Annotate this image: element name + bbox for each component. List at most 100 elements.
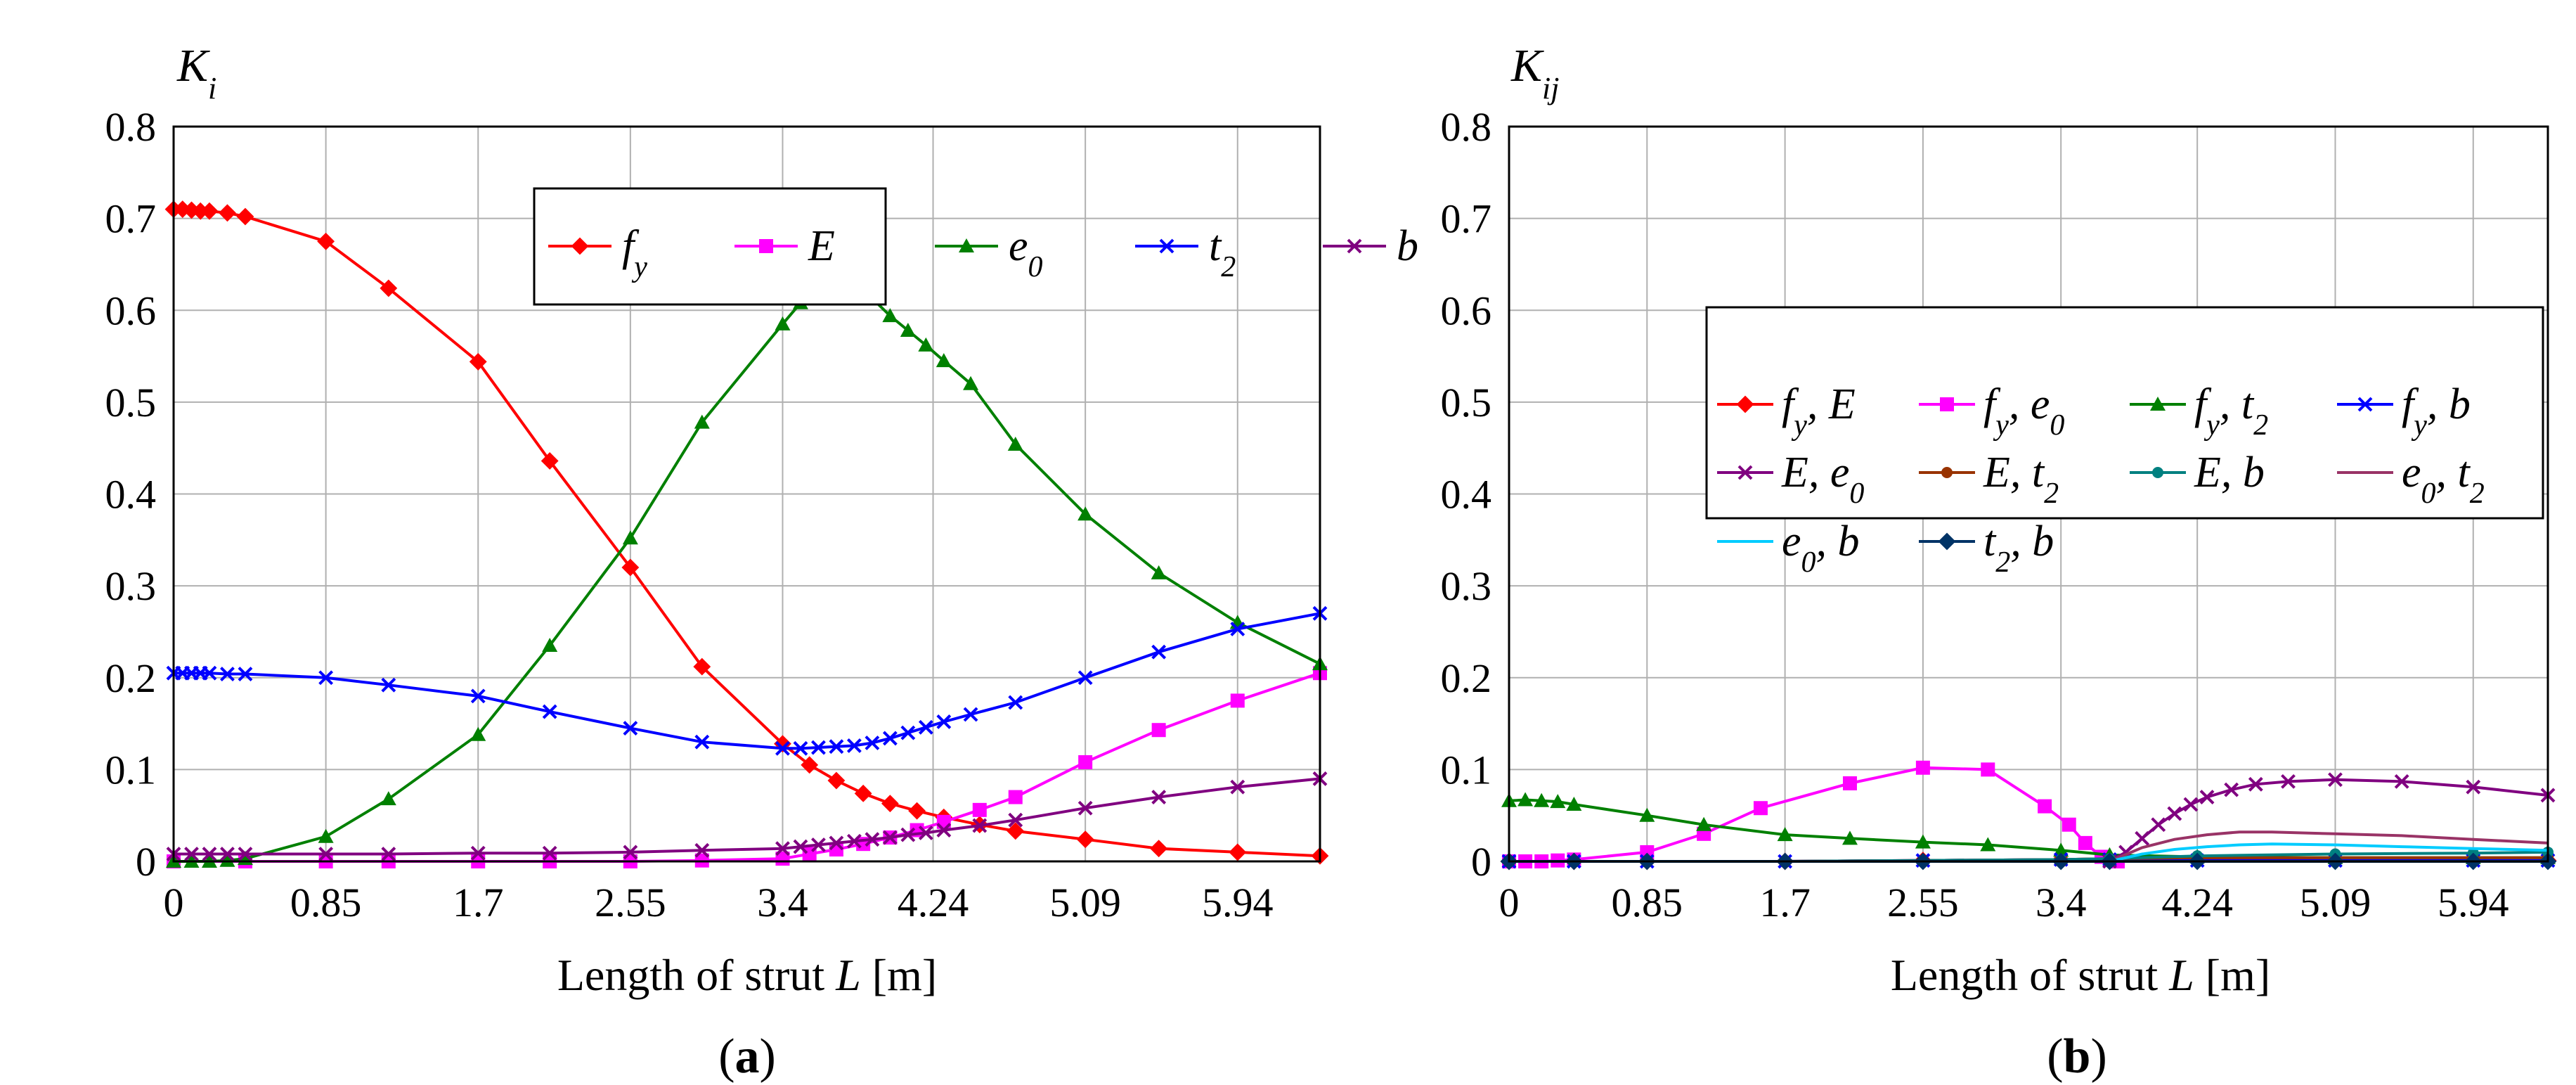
x-tick-label: 1.7 bbox=[1759, 880, 1811, 925]
data-point bbox=[1640, 845, 1655, 859]
data-point bbox=[1517, 792, 1534, 807]
data-point bbox=[900, 827, 916, 842]
data-point bbox=[801, 756, 819, 774]
y-tick-label: 0.2 bbox=[105, 655, 157, 701]
y-tick-label: 0.3 bbox=[105, 563, 157, 609]
legend-label: e0, t2 bbox=[2402, 449, 2485, 510]
data-point bbox=[775, 316, 791, 330]
data-point bbox=[2167, 806, 2182, 821]
legend-item: fy, E bbox=[1717, 380, 1856, 442]
series-line bbox=[174, 777, 1321, 856]
data-point bbox=[1842, 776, 1857, 790]
data-point bbox=[1566, 797, 1582, 811]
data-point bbox=[318, 828, 334, 843]
data-point bbox=[811, 837, 826, 852]
data-point bbox=[469, 352, 487, 371]
legend-label: E bbox=[808, 222, 835, 270]
data-point bbox=[2135, 830, 2150, 846]
data-point bbox=[1915, 760, 1930, 775]
data-point bbox=[2078, 835, 2092, 850]
data-point bbox=[2328, 772, 2343, 788]
data-point bbox=[918, 719, 933, 735]
data-point bbox=[2062, 817, 2076, 832]
panel-b-label: (b) bbox=[2047, 1029, 2107, 1084]
data-point bbox=[2151, 817, 2166, 833]
x-tick-label: 5.94 bbox=[1202, 880, 1274, 925]
legend-label: t2 bbox=[1209, 222, 1236, 283]
x-tick-label: 4.24 bbox=[2161, 880, 2233, 925]
legend-item: e0 bbox=[935, 222, 1043, 283]
legend-marker bbox=[2152, 467, 2163, 478]
data-point bbox=[793, 839, 808, 854]
panel-b-x-axis-label: Length of strut L [m] bbox=[1891, 950, 2270, 1000]
panel-a-y-axis-label: Ki bbox=[176, 40, 216, 105]
data-point bbox=[2394, 773, 2409, 789]
x-tick-label: 0.85 bbox=[290, 880, 362, 925]
data-point bbox=[1151, 723, 1166, 738]
data-point bbox=[2199, 790, 2215, 804]
legend-label: e0 bbox=[1009, 222, 1043, 283]
panel-b: 0 0.1 0.2 0.3 0.4 0.5 0.6 0.7 0.8 0 0.85 1.7 2.55 3.… bbox=[1441, 40, 2557, 1084]
legend-item: t2, b bbox=[1919, 518, 2054, 579]
data-point bbox=[882, 830, 898, 845]
panel-a: 0 0.1 0.2 0.3 0.4 0.5 0.6 0.7 0.8 0 0.85 1.7 2.55 3.… bbox=[105, 40, 1419, 1084]
data-point bbox=[1230, 693, 1245, 708]
data-point bbox=[2053, 842, 2069, 857]
legend-marker bbox=[1159, 238, 1174, 254]
data-point bbox=[1077, 670, 1093, 686]
data-point bbox=[694, 734, 710, 750]
legend-item: fy, t2 bbox=[2130, 380, 2268, 442]
legend-label: E, e0 bbox=[1781, 449, 1864, 510]
panel-b-y-axis-label: Kij bbox=[1510, 40, 1559, 105]
legend-marker bbox=[1347, 238, 1362, 254]
data-point bbox=[775, 740, 790, 756]
data-point bbox=[1842, 830, 1858, 845]
legend-marker bbox=[2357, 397, 2373, 412]
legend-item: e0, b bbox=[1717, 518, 1860, 579]
data-point bbox=[2224, 782, 2239, 797]
data-point bbox=[865, 736, 880, 750]
data-point bbox=[470, 688, 486, 704]
y-tick-label: 0.1 bbox=[105, 747, 157, 792]
data-point bbox=[827, 771, 846, 790]
data-point bbox=[908, 802, 926, 820]
y-tick-label: 0.8 bbox=[105, 104, 157, 150]
x-tick-label: 4.24 bbox=[898, 880, 969, 925]
data-point bbox=[1008, 695, 1023, 710]
data-point bbox=[1008, 812, 1023, 828]
y-tick-label: 0.3 bbox=[1441, 563, 1492, 609]
x-tick-label: 0.85 bbox=[1612, 880, 1683, 925]
data-point bbox=[936, 714, 952, 729]
data-point bbox=[238, 847, 253, 861]
data-point bbox=[219, 852, 235, 867]
legend-label: t2, b bbox=[1983, 518, 2054, 579]
data-point bbox=[541, 452, 559, 470]
y-tick-label: 0.1 bbox=[1441, 747, 1492, 792]
panel-b-y-ticks: 0 0.1 0.2 0.3 0.4 0.5 0.6 0.7 0.8 bbox=[1441, 104, 1492, 885]
x-tick-label: 3.4 bbox=[2035, 880, 2087, 925]
panel-a-x-axis-label: Length of strut L [m] bbox=[557, 950, 937, 1000]
data-point bbox=[1981, 762, 1995, 777]
data-point bbox=[380, 279, 398, 297]
data-point bbox=[1230, 779, 1245, 795]
data-point bbox=[1753, 801, 1768, 816]
data-point bbox=[622, 530, 638, 545]
data-point bbox=[542, 704, 557, 719]
data-point bbox=[972, 802, 987, 817]
data-point bbox=[1078, 755, 1093, 769]
data-point bbox=[623, 845, 638, 860]
data-point bbox=[936, 353, 952, 368]
x-tick-label: 2.55 bbox=[595, 880, 666, 925]
x-tick-label: 3.4 bbox=[757, 880, 808, 925]
legend-box bbox=[1705, 306, 2544, 520]
data-point bbox=[1076, 830, 1094, 849]
y-tick-label: 0.4 bbox=[1441, 472, 1492, 518]
series-e-0-t-2 bbox=[2109, 830, 2549, 863]
data-point bbox=[1007, 436, 1023, 451]
legend-item: fy, e0 bbox=[1919, 380, 2064, 442]
data-point bbox=[2038, 799, 2052, 814]
series-e-0-b bbox=[2109, 842, 2549, 863]
data-point bbox=[2183, 797, 2199, 812]
data-point bbox=[1534, 792, 1550, 807]
